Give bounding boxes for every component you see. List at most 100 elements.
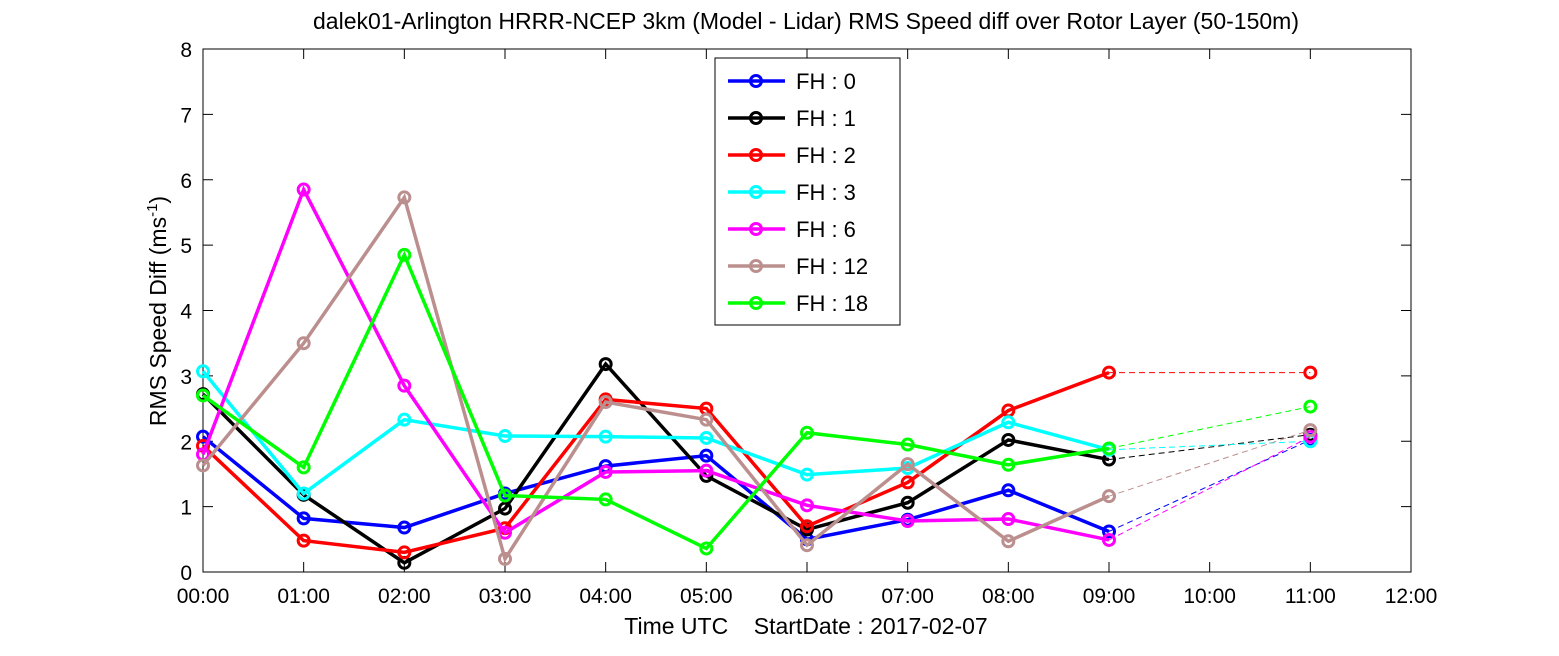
data-point [397,545,412,560]
legend-label: FH : 0 [796,69,856,94]
data-point [800,519,814,534]
series-line [201,361,1110,565]
data-point [1102,489,1116,504]
data-point [196,388,210,403]
data-point [196,458,210,473]
series-extension-line [1108,429,1311,497]
x-axis-title: Time UTC StartDate : 2017-02-07 [624,613,987,639]
data-point [1303,429,1318,444]
series-line [201,435,1110,542]
y-tick-label: 5 [180,235,192,258]
series [196,247,1318,556]
data-point [397,520,412,535]
data-point [900,457,915,472]
series-extension-line [1108,436,1311,541]
data-point [296,336,311,351]
series [196,357,1318,570]
series-extension-line [1108,440,1311,451]
data-point [296,182,311,197]
data-point [196,364,210,379]
series-line [201,250,1110,551]
data-point [800,498,814,513]
legend-swatch-marker [749,259,763,273]
y-axis-title-superscript: -1 [144,204,161,217]
data-point [800,425,814,440]
data-point [498,501,512,516]
chart-title: dalek01-Arlington HRRR-NCEP 3km (Model -… [313,8,1299,34]
legend-label: FH : 6 [796,217,856,242]
legend-label: FH : 18 [796,291,868,316]
y-axis-title-tail: ) [145,196,171,204]
data-point [1303,365,1318,380]
data-point [699,541,714,556]
data-point [598,492,613,507]
legend-label: FH : 3 [796,180,856,205]
data-point [1001,534,1016,549]
legend-swatch-marker [749,111,763,125]
axes: 00:00 01:00 02:00 03:00 04:00 05:00 06:00 07:00… [177,39,1438,608]
x-tick-label: 09:00 [1083,585,1136,608]
x-tick-label: 08:00 [982,585,1035,608]
x-tick-label: 12:00 [1385,585,1438,608]
data-point [1001,432,1016,447]
data-point [1102,532,1116,547]
x-tick-label: 10:00 [1183,585,1236,608]
y-tick-label: 3 [180,366,192,389]
y-axis-title-main: RMS Speed Diff (ms [145,217,171,426]
legend-item: FH : 1 [728,106,856,131]
data-point [900,495,915,510]
series-extension-line [1108,434,1311,461]
legend-item: FH : 6 [728,217,856,242]
data-point [900,514,915,529]
legend-swatch-marker [749,74,763,88]
legend: FH : 0 FH : 1 FH : 2 FH : 3 FH : 6 FH : 12 FH … [714,57,901,326]
data-point [598,464,613,479]
data-point [296,511,311,526]
series-line [201,370,1110,496]
series [196,190,1318,566]
data-point [1102,441,1116,456]
legend-item: FH : 12 [728,254,868,279]
data-point [498,551,512,566]
data-point [699,430,714,445]
data-point [699,463,714,478]
legend-swatch-marker [749,148,763,162]
data-point [1303,423,1318,438]
series-line [201,185,1110,542]
data-point [699,448,714,463]
data-point [598,357,613,372]
data-point [498,429,512,444]
data-point [1001,415,1016,430]
data-point [296,533,311,548]
legend-label: FH : 12 [796,254,868,279]
legend-label: FH : 2 [796,143,856,168]
data-point [397,190,412,205]
series-layer [196,182,1318,570]
x-tick-label: 11:00 [1285,585,1336,608]
x-tick-label: 04:00 [579,585,632,608]
x-tick-label: 00:00 [177,585,230,608]
data-point [397,412,412,427]
x-tick-label: 01:00 [277,585,330,608]
data-point [1102,524,1116,539]
series-line [201,193,1110,564]
legend-swatch-marker [749,222,763,236]
legend-item: FH : 18 [728,291,868,316]
data-point [699,412,714,427]
data-point [1102,365,1116,380]
series [196,364,1318,501]
data-point [397,247,412,262]
x-tick-label: 03:00 [479,585,532,608]
series-extension-line [1108,439,1311,532]
data-point [900,475,915,490]
series [196,365,1318,560]
y-tick-label: 0 [180,562,192,585]
y-tick-label: 7 [180,104,192,127]
x-tick-label: 05:00 [680,585,733,608]
legend-item: FH : 2 [728,143,856,168]
x-tick-label: 07:00 [881,585,934,608]
legend-label: FH : 1 [796,106,856,131]
y-tick-label: 4 [180,301,192,324]
data-point [1001,457,1016,472]
